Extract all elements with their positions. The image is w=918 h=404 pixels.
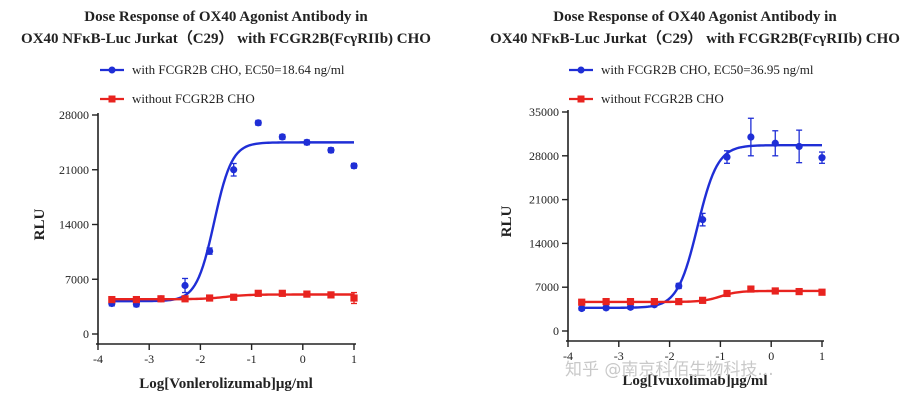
x-tick-label: 1 <box>351 352 357 366</box>
x-tick-label: -3 <box>144 352 154 366</box>
data-point-with <box>578 304 586 313</box>
data-point-without <box>206 294 214 302</box>
data-point-with <box>699 216 707 224</box>
data-point-without <box>818 288 826 296</box>
x-tick-label: -1 <box>247 352 257 366</box>
data-point-with <box>181 281 189 290</box>
data-point-with <box>230 166 238 174</box>
data-point-with <box>771 139 779 147</box>
y-tick-label: 0 <box>553 324 559 338</box>
data-point-without <box>157 295 165 303</box>
chart-title-line-2: OX40 NFκB-Luc Jurkat（C29） with FCGR2B(Fc… <box>490 29 900 47</box>
fit-curve-with <box>109 141 354 303</box>
x-tick-label: -3 <box>614 349 624 363</box>
y-tick-label: 35000 <box>529 105 559 119</box>
x-tick-label: 0 <box>768 349 774 363</box>
legend-label-without: without FCGR2B CHO <box>601 91 724 106</box>
y-tick-label: 7000 <box>65 272 89 286</box>
data-point-without <box>350 294 358 302</box>
data-point-with <box>795 142 803 151</box>
y-tick-label: 21000 <box>529 193 559 207</box>
data-point-with <box>206 247 214 255</box>
data-point-with <box>602 304 610 312</box>
y-tick-label: 0 <box>83 327 89 341</box>
x-tick-label: 0 <box>300 352 306 366</box>
data-point-without <box>650 297 658 306</box>
chart-title-line-1: Dose Response of OX40 Agonist Antibody i… <box>84 9 368 25</box>
data-point-without <box>578 298 586 306</box>
legend-marker-without <box>577 95 585 103</box>
chart-panel-1: Dose Response of OX40 Agonist Antibody i… <box>21 9 431 392</box>
data-point-without <box>254 289 262 297</box>
data-point-without <box>278 289 286 297</box>
chart-title-line-1: Dose Response of OX40 Agonist Antibody i… <box>553 9 837 25</box>
chart-panel-2: Dose Response of OX40 Agonist Antibody i… <box>490 9 900 389</box>
data-point-with <box>818 154 826 162</box>
x-tick-label: -4 <box>93 352 103 366</box>
data-point-without <box>132 295 140 304</box>
y-tick-label: 14000 <box>529 236 559 250</box>
x-tick-label: -4 <box>563 349 573 363</box>
data-point-without <box>181 295 189 303</box>
data-point-with <box>278 133 286 141</box>
fit-curve-with <box>579 143 822 310</box>
data-point-without <box>230 293 238 301</box>
chart-title-line-2: OX40 NFκB-Luc Jurkat（C29） with FCGR2B(Fc… <box>21 29 431 47</box>
y-axis-label: RLU <box>499 205 515 237</box>
legend-marker-without <box>108 95 116 103</box>
y-tick-label: 28000 <box>59 108 89 122</box>
x-tick-label: -2 <box>195 352 205 366</box>
data-point-without <box>327 291 335 299</box>
data-point-without <box>108 295 116 304</box>
data-point-without <box>747 285 755 293</box>
data-point-without <box>602 297 610 306</box>
y-tick-label: 21000 <box>59 163 89 177</box>
data-point-without <box>771 287 779 295</box>
legend-label-with: with FCGR2B CHO, EC50=18.64 ng/ml <box>132 62 345 77</box>
data-point-with <box>303 138 311 146</box>
legend-label-without: without FCGR2B CHO <box>132 91 255 106</box>
legend-marker-with <box>577 66 585 74</box>
data-point-without <box>303 290 311 298</box>
y-tick-label: 14000 <box>59 218 89 232</box>
y-tick-label: 7000 <box>535 280 559 294</box>
data-point-with <box>327 146 335 154</box>
data-point-with <box>254 119 262 127</box>
data-point-with <box>350 162 358 170</box>
x-tick-label: 1 <box>819 349 825 363</box>
legend-label-with: with FCGR2B CHO, EC50=36.95 ng/ml <box>601 62 814 77</box>
data-point-with <box>723 153 731 161</box>
data-point-with <box>626 303 635 311</box>
x-tick-label: -1 <box>715 349 725 363</box>
x-axis-label: Log[Ivuxolimab]μg/ml <box>622 373 767 389</box>
data-point-without <box>795 287 803 296</box>
y-axis-label: RLU <box>32 208 48 240</box>
y-tick-label: 28000 <box>529 149 559 163</box>
data-point-without <box>675 297 683 306</box>
watermark: 知乎 @南京科佰生物科技... <box>565 360 774 380</box>
data-point-without <box>723 289 731 298</box>
legend-marker-with <box>108 66 116 74</box>
data-point-with <box>675 282 683 290</box>
data-point-without <box>626 297 635 306</box>
x-tick-label: -2 <box>665 349 675 363</box>
data-point-without <box>699 296 707 304</box>
data-point-with <box>747 133 755 141</box>
x-axis-label: Log[Vonlerolizumab]μg/ml <box>139 376 313 392</box>
